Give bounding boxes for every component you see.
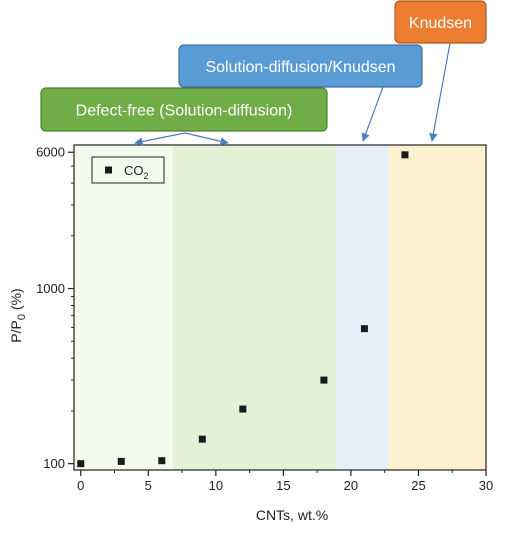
legend: CO2	[91, 156, 165, 184]
x-tick-label: 30	[479, 478, 493, 493]
x-tick-label: 25	[411, 478, 425, 493]
plot-frame	[73, 144, 487, 471]
region-bands	[74, 145, 486, 470]
data-point-2	[117, 457, 125, 465]
callout-arrow-1	[134, 132, 186, 146]
data-point-7	[360, 325, 368, 333]
x-tick-label: 0	[77, 478, 84, 493]
callout-label-1: Defect-free (Solution-diffusion)	[76, 103, 293, 120]
callout-box-2	[178, 44, 423, 88]
callout-box-3	[394, 0, 487, 44]
callout-arrow-2	[184, 132, 229, 146]
y-axis-label-main: P/P	[8, 320, 24, 343]
region-band-3	[336, 145, 389, 470]
callout-label-3: Knudsen	[409, 15, 472, 32]
callouts: Defect-free (Solution-diffusion) Solution…	[40, 0, 487, 132]
y-axis-label: P/P0 (%)	[8, 288, 28, 342]
x-tick-label: 20	[344, 478, 358, 493]
legend-label: CO2	[124, 163, 149, 181]
legend-label-main: CO	[124, 163, 144, 178]
y-tick-label: 100	[43, 456, 65, 471]
callout-box-1	[40, 87, 328, 132]
data-point-4	[198, 435, 206, 443]
data-point-1	[77, 460, 85, 468]
legend-label-subscript: 2	[144, 171, 149, 181]
x-tick-label: 10	[209, 478, 223, 493]
x-tick-label: 15	[276, 478, 290, 493]
callout-arrow-3	[361, 86, 384, 142]
data-point-3	[158, 457, 166, 465]
data-points	[77, 151, 409, 468]
region-band-4	[388, 145, 486, 470]
callout-label-2: Solution-diffusion/Knudsen	[205, 59, 395, 76]
data-point-8	[401, 151, 409, 159]
x-axis-label: CNTs, wt.%	[256, 507, 328, 523]
callout-arrow-4	[429, 42, 451, 142]
y-axis-label-unit: (%)	[8, 288, 24, 314]
data-point-6	[320, 376, 328, 384]
data-point-5	[239, 405, 247, 413]
region-band-1	[74, 145, 173, 470]
region-band-2	[172, 145, 337, 470]
y-tick-label: 1000	[36, 281, 65, 296]
y-tick-label: 6000	[36, 145, 65, 160]
callout-arrows	[134, 42, 451, 146]
y-axis-label-subscript: 0	[16, 314, 28, 320]
legend-box	[91, 156, 165, 184]
legend-marker	[105, 166, 112, 174]
x-tick-label: 5	[145, 478, 152, 493]
